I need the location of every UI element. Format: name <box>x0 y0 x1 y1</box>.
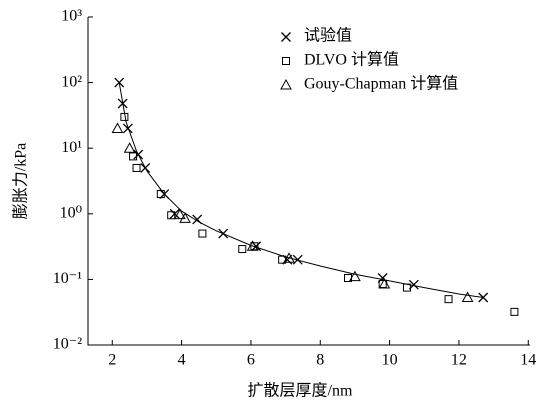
x-tick-label: 12 <box>451 352 467 369</box>
triangle-marker <box>349 270 361 282</box>
triangle-marker <box>174 208 186 220</box>
y-axis-label: 膨胀力/kPa <box>12 143 30 219</box>
cross-marker <box>281 32 291 42</box>
x-tick-label: 14 <box>520 352 536 369</box>
y-tick-label: 10¹ <box>61 139 82 156</box>
cross-marker <box>122 123 133 134</box>
square-marker <box>120 112 129 121</box>
triangle-marker <box>246 240 259 251</box>
triangle-marker <box>111 122 124 133</box>
legend-label: Gouy-Chapman 计算值 <box>304 74 458 93</box>
y-tick-label: 10⁰ <box>60 204 82 221</box>
cross-marker <box>218 228 229 239</box>
square-marker <box>238 245 247 254</box>
cross-marker <box>140 162 151 173</box>
square-marker <box>510 307 519 316</box>
y-tick-label: 10⁻¹ <box>53 270 82 287</box>
x-tick-label: 2 <box>108 352 116 369</box>
x-tick-label: 8 <box>316 352 324 369</box>
cross-marker <box>192 214 203 225</box>
square-marker <box>156 190 165 199</box>
square-marker <box>129 152 138 161</box>
square-marker <box>402 283 411 292</box>
square-marker <box>167 211 176 220</box>
y-tick-label: 10³ <box>61 8 82 25</box>
cross-marker <box>133 149 144 160</box>
cross-marker <box>114 77 125 88</box>
x-axis-label: 扩散层厚度/nm <box>248 382 353 400</box>
x-tick-label: 4 <box>178 352 186 369</box>
square-marker <box>198 229 207 238</box>
cross-marker <box>478 292 489 303</box>
triangle-marker <box>378 278 391 289</box>
square-marker <box>282 57 290 65</box>
square-marker <box>132 163 141 172</box>
square-marker <box>444 295 453 304</box>
x-tick-label: 10 <box>382 352 398 369</box>
triangle-marker <box>461 291 474 302</box>
fit-curve <box>118 82 484 298</box>
y-tick-label: 10⁻² <box>53 336 82 353</box>
legend-label: DLVO 计算值 <box>304 50 399 69</box>
triangle-marker <box>179 212 191 223</box>
legend-label: 试验值 <box>304 27 352 45</box>
x-tick-label: 6 <box>247 352 255 369</box>
cross-marker <box>117 98 128 109</box>
triangle-marker <box>280 78 292 90</box>
triangle-marker <box>123 142 136 153</box>
y-tick-label: 10² <box>61 73 82 90</box>
triangle-marker <box>283 252 295 263</box>
